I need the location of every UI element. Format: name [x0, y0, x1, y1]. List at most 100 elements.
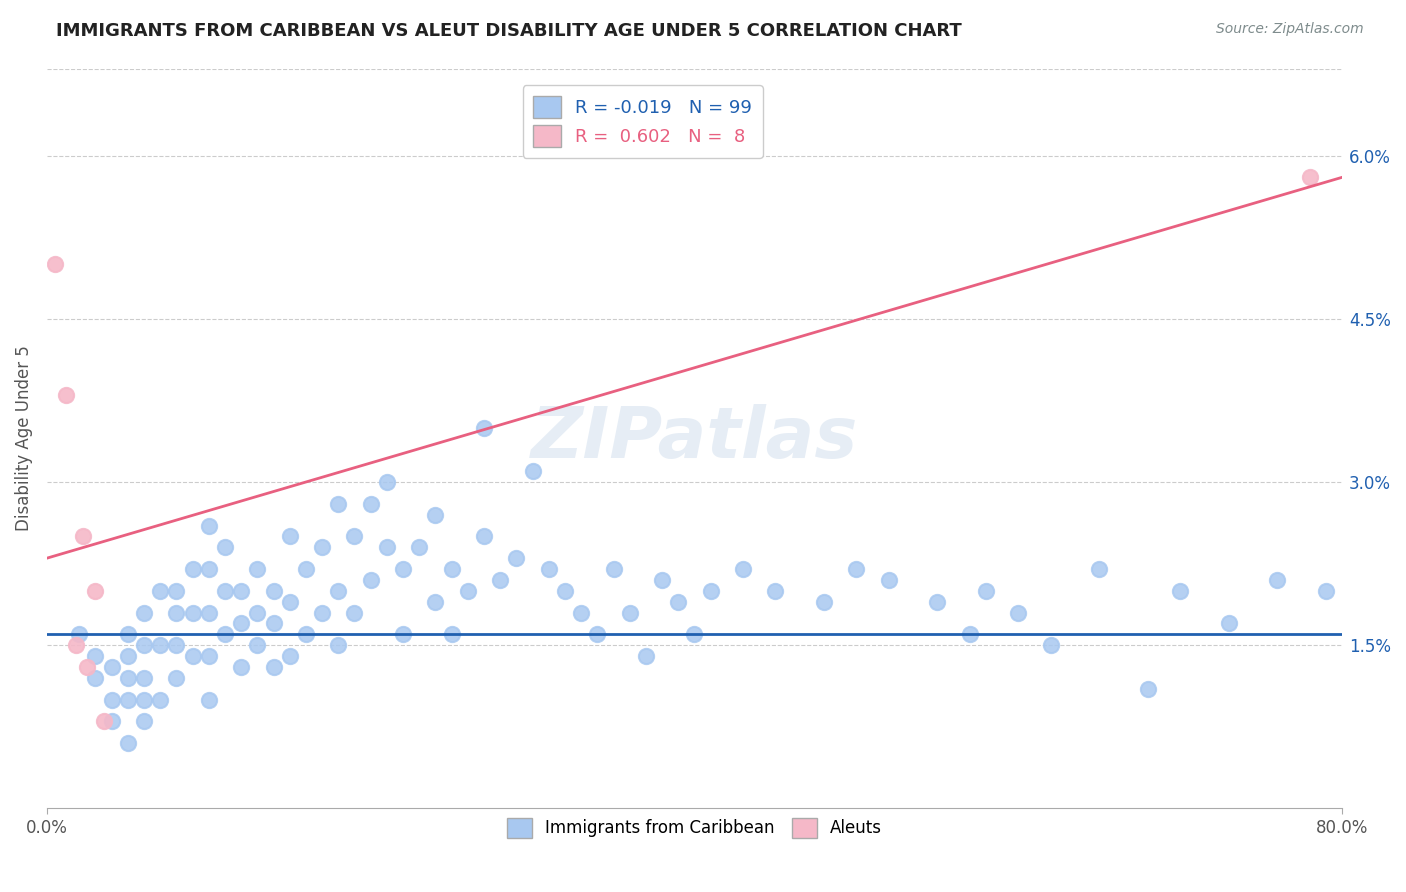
- Y-axis label: Disability Age Under 5: Disability Age Under 5: [15, 345, 32, 532]
- Point: [505, 551, 527, 566]
- Point: [197, 606, 219, 620]
- Point: [231, 616, 253, 631]
- Point: [263, 616, 285, 631]
- Point: [845, 562, 868, 576]
- Point: [197, 562, 219, 576]
- Point: [263, 660, 285, 674]
- Point: [666, 595, 689, 609]
- Point: [181, 606, 204, 620]
- Point: [927, 595, 949, 609]
- Point: [278, 649, 301, 664]
- Point: [328, 497, 350, 511]
- Point: [76, 660, 98, 674]
- Point: [343, 606, 366, 620]
- Point: [1088, 562, 1111, 576]
- Point: [311, 606, 333, 620]
- Point: [375, 541, 398, 555]
- Point: [1265, 573, 1288, 587]
- Point: [311, 541, 333, 555]
- Point: [197, 518, 219, 533]
- Text: IMMIGRANTS FROM CARIBBEAN VS ALEUT DISABILITY AGE UNDER 5 CORRELATION CHART: IMMIGRANTS FROM CARIBBEAN VS ALEUT DISAB…: [56, 22, 962, 40]
- Point: [84, 649, 107, 664]
- Point: [72, 529, 94, 543]
- Point: [246, 638, 269, 652]
- Point: [214, 627, 236, 641]
- Point: [65, 638, 87, 652]
- Point: [554, 583, 576, 598]
- Text: Source: ZipAtlas.com: Source: ZipAtlas.com: [1216, 22, 1364, 37]
- Point: [117, 736, 139, 750]
- Text: ZIPatlas: ZIPatlas: [531, 404, 858, 473]
- Point: [165, 671, 187, 685]
- Point: [699, 583, 721, 598]
- Point: [360, 573, 382, 587]
- Point: [602, 562, 624, 576]
- Point: [392, 562, 415, 576]
- Point: [1136, 681, 1159, 696]
- Point: [149, 583, 172, 598]
- Point: [132, 692, 155, 706]
- Point: [569, 606, 592, 620]
- Point: [813, 595, 835, 609]
- Legend: Immigrants from Caribbean, Aleuts: Immigrants from Caribbean, Aleuts: [501, 811, 889, 845]
- Point: [408, 541, 430, 555]
- Point: [231, 660, 253, 674]
- Point: [295, 562, 318, 576]
- Point: [149, 692, 172, 706]
- Point: [149, 638, 172, 652]
- Point: [586, 627, 609, 641]
- Point: [1168, 583, 1191, 598]
- Point: [214, 583, 236, 598]
- Point: [295, 627, 318, 641]
- Point: [328, 638, 350, 652]
- Point: [440, 627, 463, 641]
- Point: [1298, 170, 1320, 185]
- Point: [1007, 606, 1029, 620]
- Point: [683, 627, 706, 641]
- Point: [55, 388, 77, 402]
- Point: [197, 649, 219, 664]
- Point: [165, 638, 187, 652]
- Point: [425, 508, 447, 522]
- Point: [765, 583, 787, 598]
- Point: [278, 529, 301, 543]
- Point: [100, 660, 122, 674]
- Point: [425, 595, 447, 609]
- Point: [472, 529, 495, 543]
- Point: [651, 573, 673, 587]
- Point: [489, 573, 512, 587]
- Point: [214, 541, 236, 555]
- Point: [132, 606, 155, 620]
- Point: [231, 583, 253, 598]
- Point: [246, 606, 269, 620]
- Point: [165, 606, 187, 620]
- Point: [360, 497, 382, 511]
- Point: [472, 420, 495, 434]
- Point: [197, 692, 219, 706]
- Point: [117, 692, 139, 706]
- Point: [731, 562, 754, 576]
- Point: [619, 606, 641, 620]
- Point: [132, 714, 155, 729]
- Point: [117, 627, 139, 641]
- Point: [959, 627, 981, 641]
- Point: [246, 562, 269, 576]
- Point: [132, 671, 155, 685]
- Point: [100, 714, 122, 729]
- Point: [263, 583, 285, 598]
- Point: [117, 649, 139, 664]
- Point: [278, 595, 301, 609]
- Point: [181, 649, 204, 664]
- Point: [457, 583, 479, 598]
- Point: [537, 562, 560, 576]
- Point: [84, 583, 107, 598]
- Point: [84, 671, 107, 685]
- Point: [877, 573, 900, 587]
- Point: [44, 257, 66, 271]
- Point: [1218, 616, 1240, 631]
- Point: [440, 562, 463, 576]
- Point: [522, 464, 544, 478]
- Point: [181, 562, 204, 576]
- Point: [165, 583, 187, 598]
- Point: [67, 627, 90, 641]
